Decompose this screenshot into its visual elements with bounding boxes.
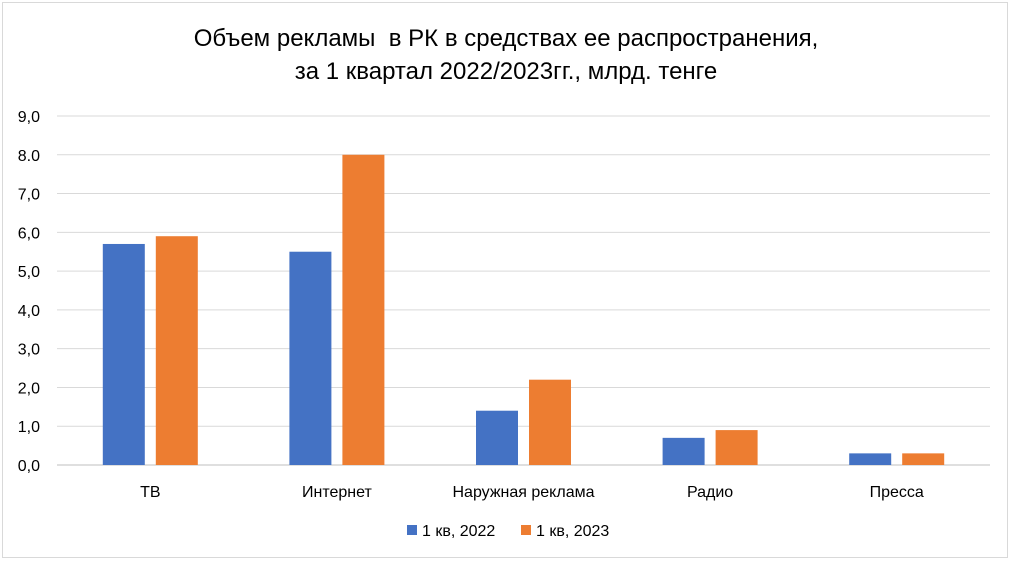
bar-2-3 — [529, 379, 571, 465]
y-tick-label: 8.0 — [18, 148, 40, 165]
bar-2-4 — [715, 430, 758, 465]
bar-1-2 — [289, 251, 332, 465]
y-tick-label: 3,0 — [18, 342, 40, 359]
chart-title-line-1: Объем рекламы в РК в средствах ее распро… — [193, 25, 819, 52]
y-tick-label: 2,0 — [18, 380, 40, 397]
category-label: Интернет — [302, 484, 372, 501]
chart-title-line-2: за 1 квартал 2022/2023гг., млрд. тенге — [294, 58, 718, 85]
y-tick-label: 6,0 — [18, 225, 40, 242]
legend-label: 1 кв, 2022 — [422, 523, 495, 540]
bar-2-1 — [155, 236, 198, 465]
category-label: Пресса — [870, 484, 924, 501]
y-tick-label: 0,0 — [18, 458, 40, 475]
legend-label: 1 кв, 2023 — [536, 523, 609, 540]
y-tick-label: 9,0 — [18, 109, 40, 126]
bar-2-2 — [342, 154, 385, 465]
y-tick-label: 5,0 — [18, 264, 40, 281]
legend-swatch — [521, 525, 531, 535]
category-label: Наружная реклама — [452, 484, 594, 501]
bar-1-3 — [476, 410, 518, 465]
category-label: ТВ — [140, 484, 160, 501]
y-tick-label: 4,0 — [18, 303, 40, 320]
bar-1-5 — [849, 453, 892, 465]
bar-1-4 — [662, 437, 705, 465]
bar-2-5 — [902, 453, 945, 465]
category-label: Радио — [687, 484, 733, 501]
y-tick-label: 7,0 — [18, 187, 40, 204]
legend-swatch — [407, 525, 417, 535]
chart-title: Объем рекламы в РК в средствах ее распро… — [0, 22, 1012, 88]
bar-1-1 — [102, 243, 145, 465]
y-tick-label: 1,0 — [18, 419, 40, 436]
